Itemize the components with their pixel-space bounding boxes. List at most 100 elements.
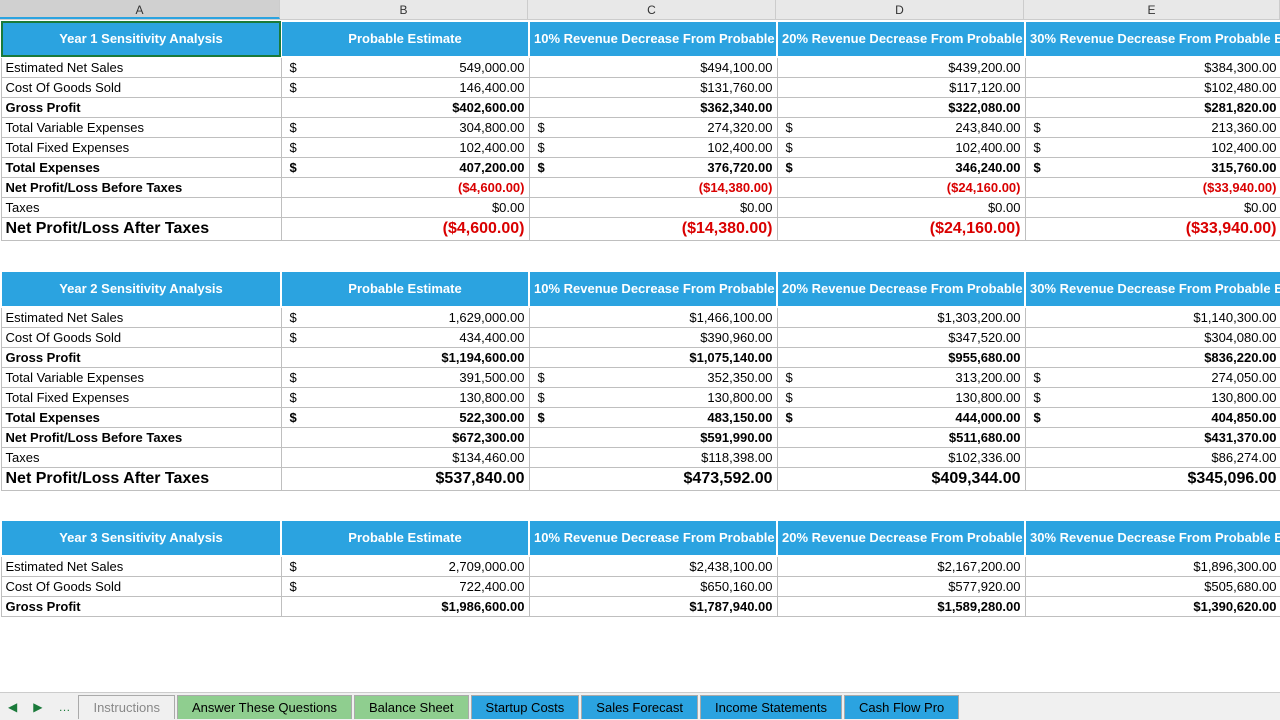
cell-value[interactable]: $1,986,600.00 bbox=[281, 597, 529, 617]
cell-value[interactable]: $836,220.00 bbox=[1025, 347, 1280, 367]
sheet-tab[interactable]: Instructions bbox=[78, 695, 174, 719]
row-label[interactable]: Taxes bbox=[1, 198, 281, 218]
cell-value[interactable]: 444,000.00 bbox=[777, 407, 1025, 427]
cell-value[interactable]: $591,990.00 bbox=[529, 427, 777, 447]
cell-value[interactable]: $118,398.00 bbox=[529, 447, 777, 467]
cell-value[interactable]: $117,120.00 bbox=[777, 78, 1025, 98]
sheet-tab[interactable]: Answer These Questions bbox=[177, 695, 352, 719]
cell-value[interactable]: $505,680.00 bbox=[1025, 577, 1280, 597]
cell-value[interactable]: $577,920.00 bbox=[777, 577, 1025, 597]
scenario-header[interactable]: 10% Revenue Decrease From Probable Estim… bbox=[529, 520, 777, 556]
row-label[interactable]: Total Fixed Expenses bbox=[1, 138, 281, 158]
sheet-tab[interactable]: Income Statements bbox=[700, 695, 842, 719]
col-header-c[interactable]: C bbox=[528, 0, 776, 19]
cell-value[interactable]: 404,850.00 bbox=[1025, 407, 1280, 427]
row-label[interactable]: Gross Profit bbox=[1, 347, 281, 367]
cell-value[interactable]: $955,680.00 bbox=[777, 347, 1025, 367]
cell-value[interactable]: 722,400.00 bbox=[281, 577, 529, 597]
cell-value[interactable]: $345,096.00 bbox=[1025, 467, 1280, 490]
row-label[interactable]: Total Expenses bbox=[1, 158, 281, 178]
cell-value[interactable]: $1,589,280.00 bbox=[777, 597, 1025, 617]
cell-value[interactable]: $102,336.00 bbox=[777, 447, 1025, 467]
year-title[interactable]: Year 2 Sensitivity Analysis bbox=[1, 271, 281, 307]
cell-value[interactable]: 274,050.00 bbox=[1025, 367, 1280, 387]
sheet-tab[interactable]: Cash Flow Pro bbox=[844, 695, 959, 719]
row-label[interactable]: Gross Profit bbox=[1, 597, 281, 617]
cell-value[interactable]: 130,800.00 bbox=[777, 387, 1025, 407]
cell-value[interactable]: 130,800.00 bbox=[529, 387, 777, 407]
sheet-tab[interactable]: Sales Forecast bbox=[581, 695, 698, 719]
col-header-d[interactable]: D bbox=[776, 0, 1024, 19]
cell-value[interactable]: $1,390,620.00 bbox=[1025, 597, 1280, 617]
cell-value[interactable]: 304,800.00 bbox=[281, 118, 529, 138]
cell-value[interactable]: ($24,160.00) bbox=[777, 218, 1025, 241]
cell-value[interactable]: $281,820.00 bbox=[1025, 98, 1280, 118]
col-header-e[interactable]: E bbox=[1024, 0, 1280, 19]
cell-value[interactable]: 102,400.00 bbox=[529, 138, 777, 158]
scenario-header[interactable]: Probable Estimate bbox=[281, 21, 529, 57]
cell-value[interactable]: $439,200.00 bbox=[777, 57, 1025, 78]
scenario-header[interactable]: 20% Revenue Decrease From Probable Estim… bbox=[777, 520, 1025, 556]
cell-value[interactable]: $494,100.00 bbox=[529, 57, 777, 78]
scenario-header[interactable]: 10% Revenue Decrease From Probable Estim… bbox=[529, 21, 777, 57]
cell-value[interactable]: $1,466,100.00 bbox=[529, 307, 777, 328]
cell-value[interactable]: $402,600.00 bbox=[281, 98, 529, 118]
scenario-header[interactable]: 30% Revenue Decrease From Probable Estim… bbox=[1025, 271, 1280, 307]
cell-value[interactable]: 2,709,000.00 bbox=[281, 556, 529, 577]
cell-value[interactable]: $431,370.00 bbox=[1025, 427, 1280, 447]
sheet-tab[interactable]: Startup Costs bbox=[471, 695, 580, 719]
row-label[interactable]: Cost Of Goods Sold bbox=[1, 78, 281, 98]
cell-value[interactable]: 434,400.00 bbox=[281, 327, 529, 347]
cell-value[interactable]: 243,840.00 bbox=[777, 118, 1025, 138]
cell-value[interactable]: 1,629,000.00 bbox=[281, 307, 529, 328]
spreadsheet-grid[interactable]: Year 1 Sensitivity AnalysisProbable Esti… bbox=[0, 20, 1280, 692]
cell-value[interactable]: $650,160.00 bbox=[529, 577, 777, 597]
cell-value[interactable]: ($14,380.00) bbox=[529, 218, 777, 241]
cell-value[interactable]: $390,960.00 bbox=[529, 327, 777, 347]
cell-value[interactable]: ($14,380.00) bbox=[529, 178, 777, 198]
cell-value[interactable]: 346,240.00 bbox=[777, 158, 1025, 178]
scenario-header[interactable]: 20% Revenue Decrease From Probable Estim… bbox=[777, 21, 1025, 57]
cell-value[interactable]: $0.00 bbox=[529, 198, 777, 218]
cell-value[interactable]: 102,400.00 bbox=[281, 138, 529, 158]
cell-value[interactable]: $384,300.00 bbox=[1025, 57, 1280, 78]
row-label[interactable]: Net Profit/Loss After Taxes bbox=[1, 218, 281, 241]
cell-value[interactable]: 102,400.00 bbox=[777, 138, 1025, 158]
cell-value[interactable]: 522,300.00 bbox=[281, 407, 529, 427]
cell-value[interactable]: $672,300.00 bbox=[281, 427, 529, 447]
row-label[interactable]: Net Profit/Loss Before Taxes bbox=[1, 178, 281, 198]
cell-value[interactable]: 146,400.00 bbox=[281, 78, 529, 98]
cell-value[interactable]: $2,167,200.00 bbox=[777, 556, 1025, 577]
cell-value[interactable]: ($24,160.00) bbox=[777, 178, 1025, 198]
cell-value[interactable]: 213,360.00 bbox=[1025, 118, 1280, 138]
cell-value[interactable]: ($4,600.00) bbox=[281, 218, 529, 241]
cell-value[interactable]: $131,760.00 bbox=[529, 78, 777, 98]
cell-value[interactable]: 376,720.00 bbox=[529, 158, 777, 178]
cell-value[interactable]: $0.00 bbox=[777, 198, 1025, 218]
row-label[interactable]: Estimated Net Sales bbox=[1, 307, 281, 328]
cell-value[interactable]: 102,400.00 bbox=[1025, 138, 1280, 158]
col-header-a[interactable]: A bbox=[0, 0, 280, 19]
cell-value[interactable]: 315,760.00 bbox=[1025, 158, 1280, 178]
scenario-header[interactable]: Probable Estimate bbox=[281, 520, 529, 556]
cell-value[interactable]: ($4,600.00) bbox=[281, 178, 529, 198]
col-header-b[interactable]: B bbox=[280, 0, 528, 19]
cell-value[interactable]: 130,800.00 bbox=[1025, 387, 1280, 407]
cell-value[interactable]: $1,075,140.00 bbox=[529, 347, 777, 367]
scenario-header[interactable]: 20% Revenue Decrease From Probable Estim… bbox=[777, 271, 1025, 307]
sheet-tab[interactable]: Balance Sheet bbox=[354, 695, 469, 719]
cell-value[interactable]: $537,840.00 bbox=[281, 467, 529, 490]
cell-value[interactable]: $86,274.00 bbox=[1025, 447, 1280, 467]
row-label[interactable]: Total Variable Expenses bbox=[1, 367, 281, 387]
cell-value[interactable]: 274,320.00 bbox=[529, 118, 777, 138]
cell-value[interactable]: 549,000.00 bbox=[281, 57, 529, 78]
row-label[interactable]: Net Profit/Loss Before Taxes bbox=[1, 427, 281, 447]
cell-value[interactable]: ($33,940.00) bbox=[1025, 218, 1280, 241]
cell-value[interactable]: $1,303,200.00 bbox=[777, 307, 1025, 328]
cell-value[interactable]: $511,680.00 bbox=[777, 427, 1025, 447]
tab-nav-left-icon[interactable]: ◀ bbox=[0, 700, 25, 714]
cell-value[interactable]: $1,194,600.00 bbox=[281, 347, 529, 367]
scenario-header[interactable]: 30% Revenue Decrease From Probable Estim… bbox=[1025, 21, 1280, 57]
cell-value[interactable]: ($33,940.00) bbox=[1025, 178, 1280, 198]
row-label[interactable]: Total Variable Expenses bbox=[1, 118, 281, 138]
